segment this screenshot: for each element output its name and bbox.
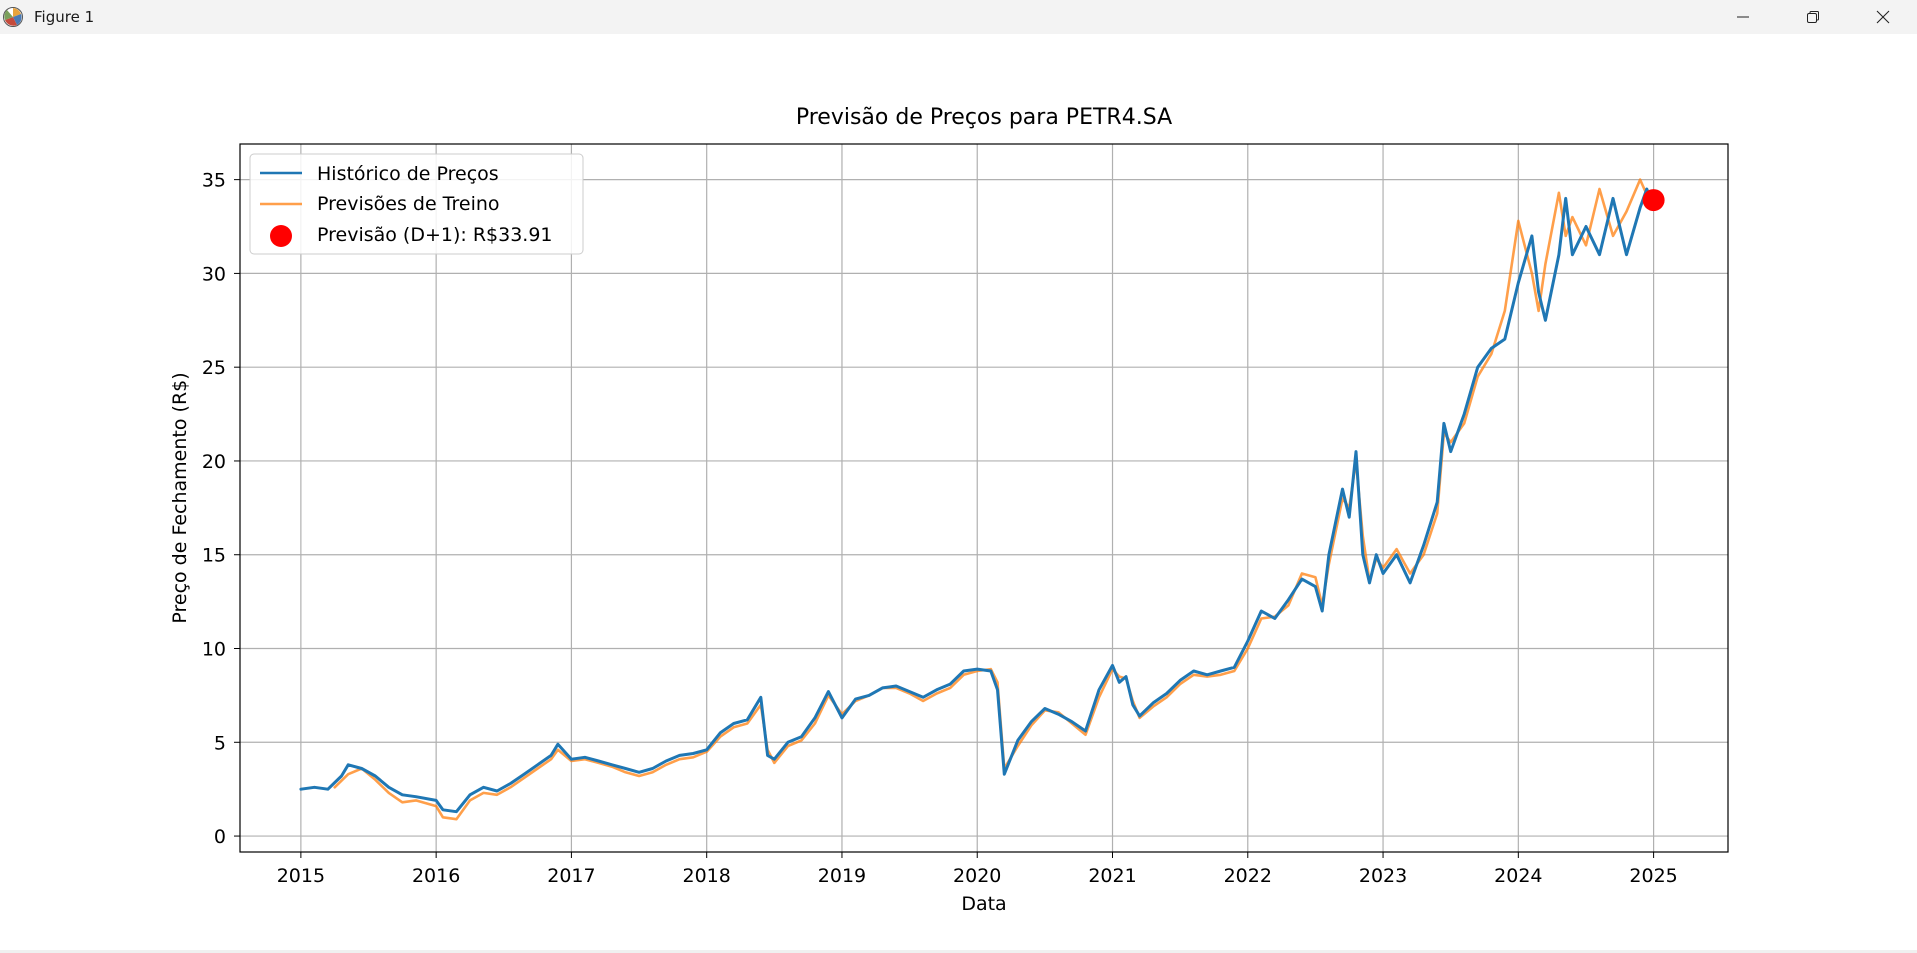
series-layer xyxy=(299,178,1665,821)
legend-history-label: Histórico de Preços xyxy=(317,163,499,185)
x-tick-label: 2019 xyxy=(818,865,866,887)
legend-forecast-label: Previsão (D+1): R$33.91 xyxy=(317,224,553,246)
window-title: Figure 1 xyxy=(34,8,95,26)
x-tick-label: 2024 xyxy=(1494,865,1542,887)
y-tick-label: 25 xyxy=(202,357,226,379)
maximize-icon xyxy=(1807,11,1819,23)
figure-canvas: Previsão de Preços para PETR4.SA 2015 201… xyxy=(0,34,1917,950)
x-tick-label: 2025 xyxy=(1629,865,1677,887)
x-tick-label: 2021 xyxy=(1088,865,1136,887)
legend-forecast-marker xyxy=(270,225,292,247)
x-axis-label: Data xyxy=(961,893,1006,915)
y-tick-label: 30 xyxy=(202,263,226,285)
y-tick-label: 10 xyxy=(202,639,226,661)
legend: Histórico de Preços Previsões de Treino … xyxy=(249,153,584,255)
close-button[interactable] xyxy=(1848,0,1917,34)
minimize-icon xyxy=(1737,16,1749,18)
forecast-point xyxy=(1642,189,1665,212)
y-tick-label: 20 xyxy=(202,451,226,473)
close-icon xyxy=(1876,10,1890,24)
y-tick-label: 0 xyxy=(214,826,226,848)
y-axis-ticks: 0 5 10 15 20 25 30 35 xyxy=(202,170,240,848)
price-forecast-chart: Previsão de Preços para PETR4.SA 2015 201… xyxy=(169,105,1729,915)
y-tick-label: 35 xyxy=(202,170,226,192)
y-tick-label: 15 xyxy=(202,545,226,567)
series-training-line xyxy=(333,178,1649,821)
y-axis-label: Preço de Fechamento (R$) xyxy=(169,372,191,623)
matplotlib-icon xyxy=(3,7,23,27)
x-tick-label: 2017 xyxy=(547,865,595,887)
minimize-button[interactable] xyxy=(1708,0,1778,34)
chart-title: Previsão de Preços para PETR4.SA xyxy=(796,105,1172,130)
legend-training-label: Previsões de Treino xyxy=(317,193,500,215)
x-tick-label: 2023 xyxy=(1359,865,1407,887)
series-history-line xyxy=(299,187,1656,814)
grid-lines xyxy=(240,144,1728,852)
x-tick-label: 2015 xyxy=(277,865,325,887)
y-tick-label: 5 xyxy=(214,732,226,754)
x-axis-ticks: 2015 2016 2017 2018 2019 2020 2021 2022 2023 2024… xyxy=(277,852,1678,887)
x-tick-label: 2016 xyxy=(412,865,460,887)
x-tick-label: 2018 xyxy=(683,865,731,887)
maximize-button[interactable] xyxy=(1778,0,1848,34)
legend-box xyxy=(249,153,584,255)
window-bottom-edge xyxy=(0,950,1917,953)
x-tick-label: 2022 xyxy=(1224,865,1272,887)
x-tick-label: 2020 xyxy=(953,865,1001,887)
plot-frame xyxy=(239,143,1729,853)
window-titlebar: Figure 1 xyxy=(0,0,1917,34)
